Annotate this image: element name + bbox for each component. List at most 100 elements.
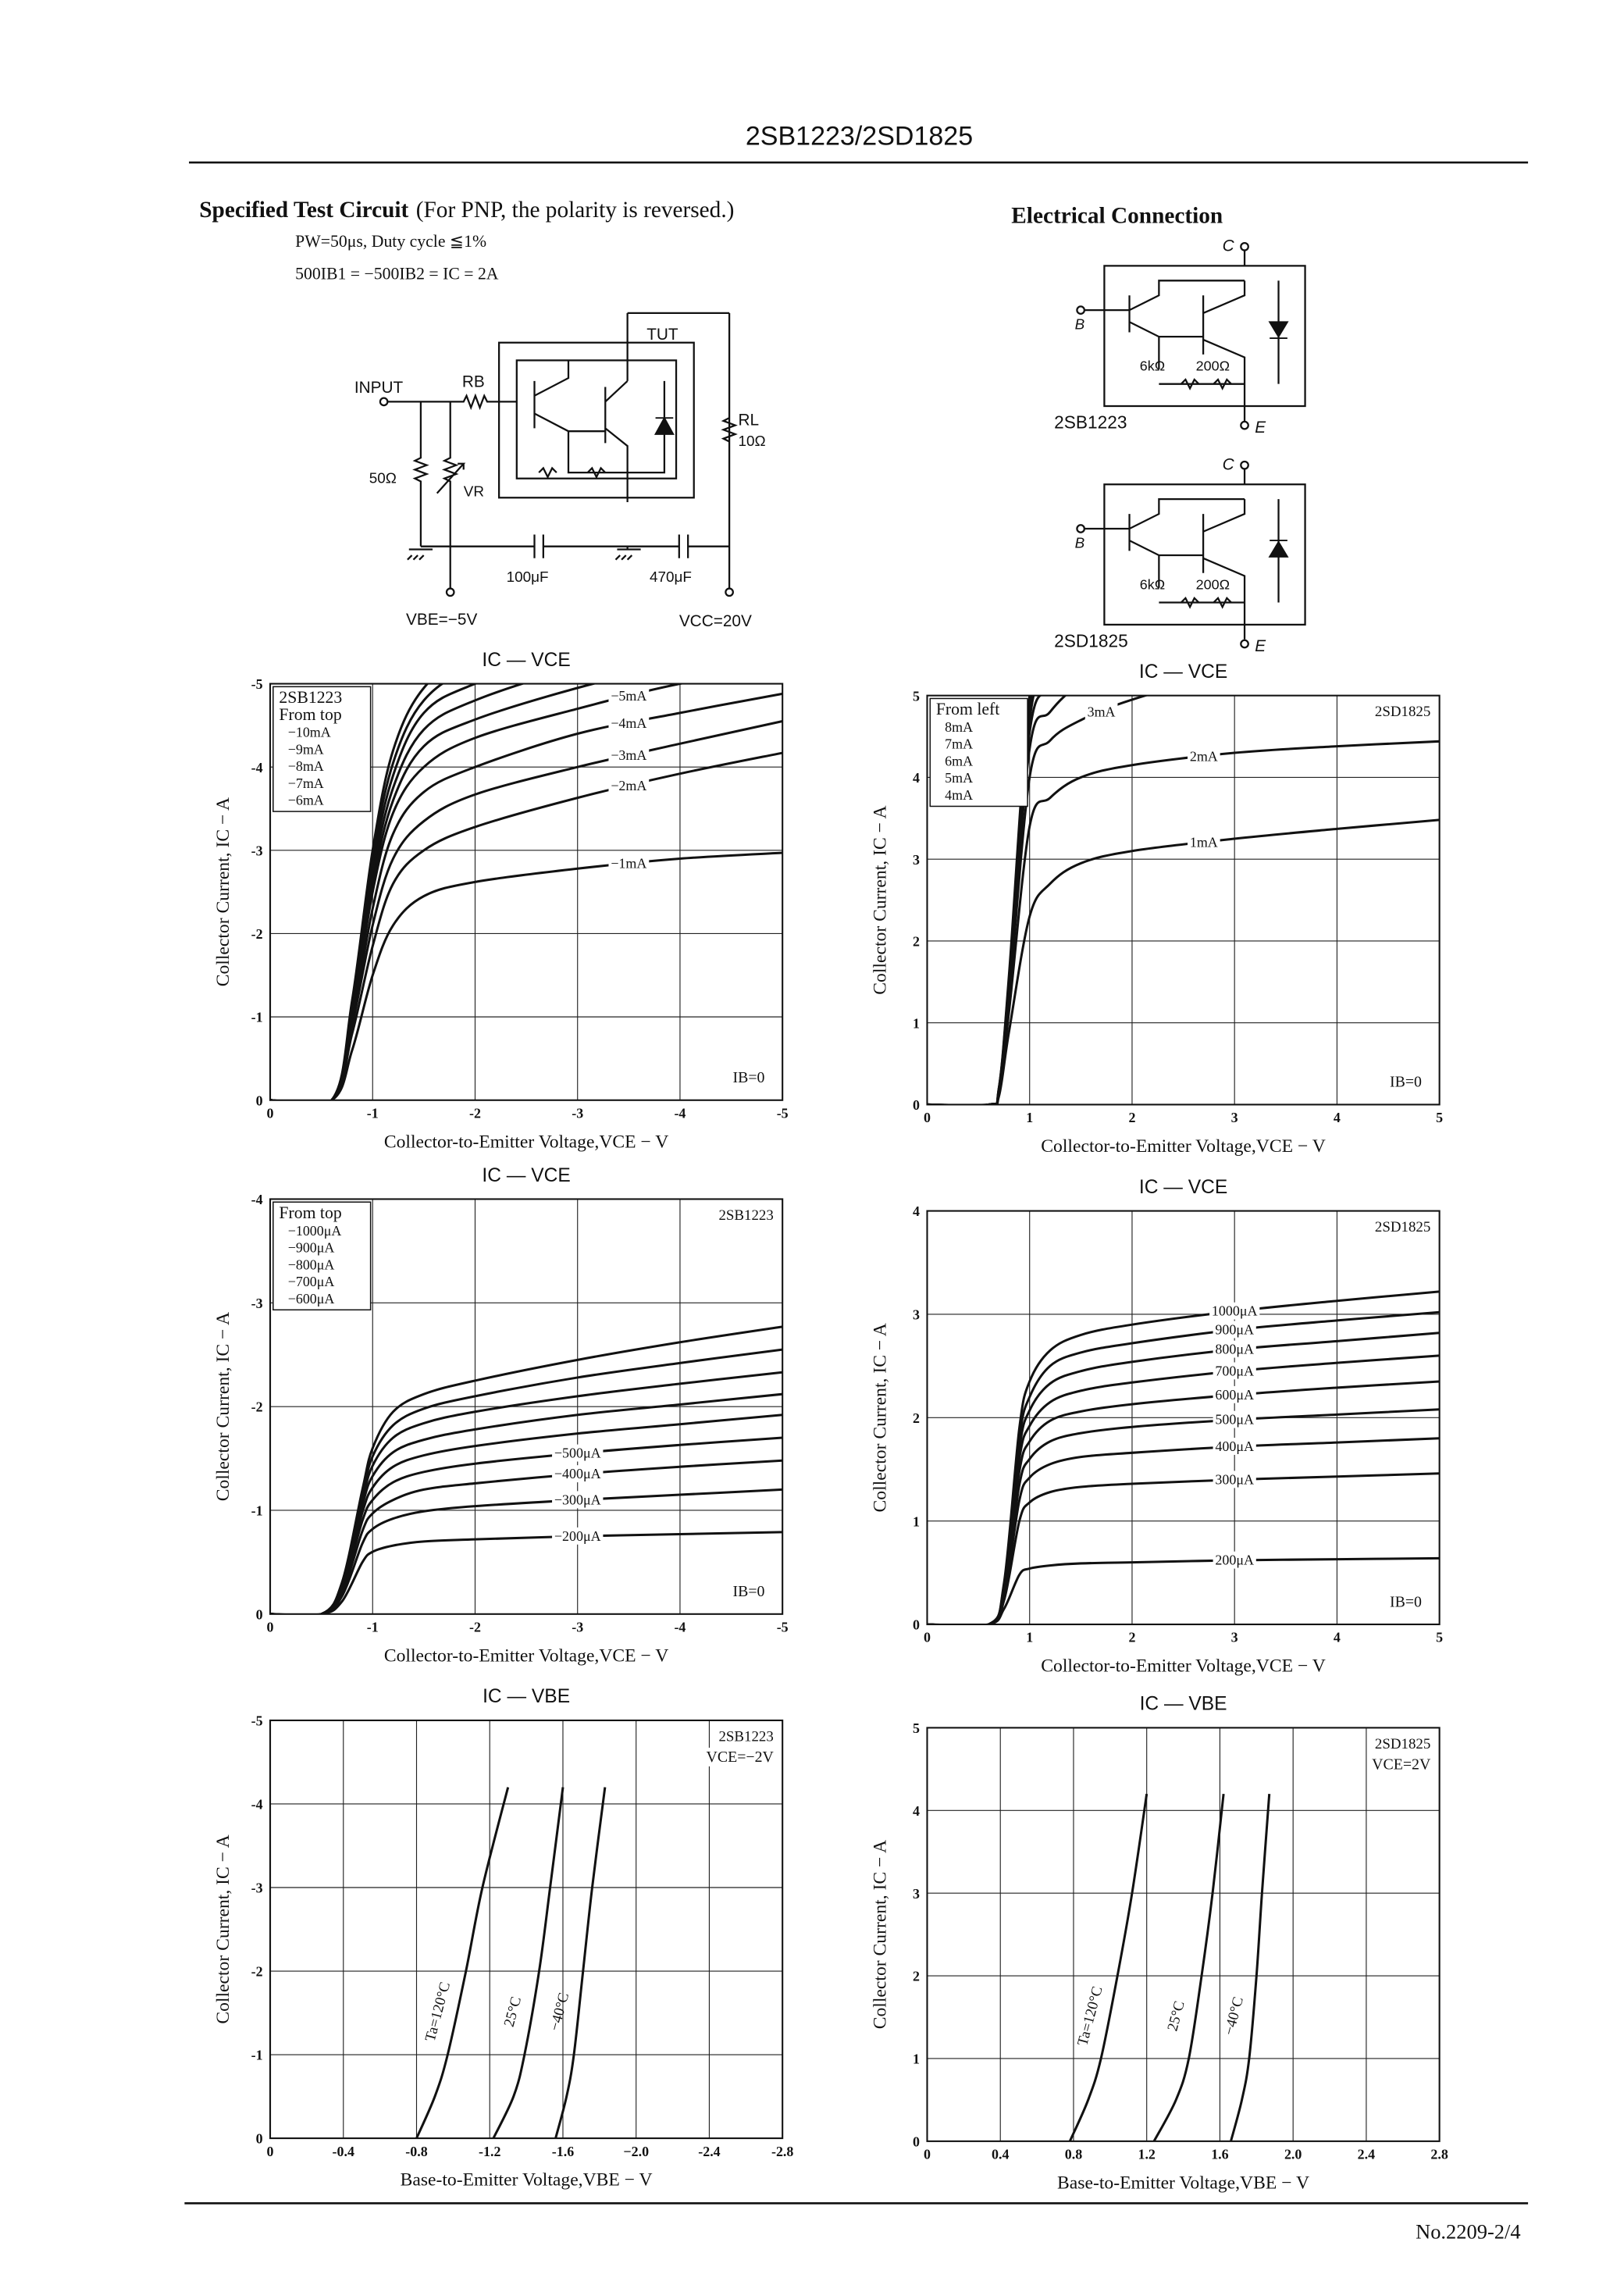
legend-box [272,686,372,812]
y-tick-label: 4 [913,770,920,786]
label-background [608,854,650,872]
curves [1068,1793,1271,2141]
label-background [1387,1072,1424,1092]
page-number: No.2209-2/4 [1416,2220,1521,2244]
part-label: 2SD1825 [1054,630,1128,651]
curve [1230,1794,1271,2141]
y-tick-label: -1 [251,1010,263,1025]
curve-label: −40°C [547,1991,572,2032]
curve [1068,1793,1149,2141]
y-tick-label: 1 [913,1513,920,1529]
plot-frame [926,694,1441,1106]
curve-label: 25°C [501,1995,525,2029]
circuit-label: 50Ω [369,470,397,487]
legend-entry: −9mA [288,741,324,757]
chart-title: IC — VCE [1139,1177,1227,1198]
circuit-label: VR [464,483,484,500]
terminal [1240,460,1249,470]
y-tick-label: 5 [913,688,920,704]
circuit-condition: 500IB1 = −500IB2 = IC = 2A [295,264,499,283]
plot-frame [926,1210,1441,1626]
label-background [1213,1362,1256,1380]
legend-title: From top [279,1203,341,1222]
y-tick-label: 5 [913,1720,920,1736]
circuit-condition: PW=50μs, Duty cycle ≦1% [295,232,486,251]
curve-label: 3mA [1088,704,1116,719]
legend-entry: 4mA [945,787,973,803]
x-tick-label: 2 [1128,1110,1135,1125]
y-tick-label: -4 [251,760,263,775]
legend-title: From top [279,705,341,724]
page-header: 2SB1223/2SD1825 [746,121,973,151]
x-tick-label: 2 [1128,1630,1135,1645]
transistor [533,360,666,502]
x-axis-label: Base-to-Emitter Voltage,VBE − V [401,2170,653,2191]
curve [927,818,1440,1105]
curve-label: −5mA [611,688,646,704]
curve [927,1472,1440,1625]
legend-entry: 7mA [945,736,973,752]
x-tick-label: 1 [1026,1630,1033,1645]
x-tick-label: 5 [1436,1110,1443,1125]
y-tick-label: 3 [913,1886,920,1902]
resistor-label: 6kΩ [1140,358,1165,374]
x-tick-label: 3 [1231,1110,1238,1125]
plot-frame [269,683,784,1101]
legend-title: From left [936,700,999,718]
x-tick-label: -4 [674,1105,686,1121]
x-tick-label: -0.4 [333,2144,354,2159]
legend-entry: 8mA [945,719,973,735]
label-background [1188,833,1220,851]
x-tick-label: 3 [1231,1630,1238,1645]
terminal [1076,524,1086,533]
y-tick-label: -2 [251,1399,263,1415]
x-tick-label: -3 [572,1619,583,1635]
y-tick-label: 0 [256,2131,263,2147]
curve-label: 600μA [1215,1387,1254,1403]
x-tick-label: 5 [1436,1630,1443,1645]
label-background [552,1444,604,1462]
x-tick-label: 0 [924,1630,931,1645]
x-tick-label: -1 [367,1619,379,1635]
y-tick-label: 0 [913,1097,920,1113]
y-tick-label: 0 [913,1617,920,1633]
curves [270,683,783,1100]
chart-title: IC — VBE [1140,1694,1227,1715]
y-tick-label: 3 [913,1307,920,1323]
circuit-label: 100μF [507,569,549,586]
curves [270,1325,783,1614]
transistor [1084,469,1306,640]
curve [554,1787,607,2139]
curve-label: 1000μA [1212,1303,1258,1319]
curve-label: 800μA [1215,1342,1254,1357]
curve-label: 500μA [1215,1412,1254,1428]
terminal [1076,305,1086,315]
label-background [1213,1438,1256,1455]
x-tick-label: -2 [469,1619,481,1635]
curve-label: −200μA [554,1528,601,1544]
pin-label: C [1223,237,1235,255]
x-tick-label: 4 [1334,1630,1341,1645]
y-tick-label: -5 [251,1713,263,1729]
label-background [552,1491,604,1509]
wire [386,393,517,411]
x-tick-label: 1.2 [1138,2147,1155,2162]
terminal [725,587,734,597]
y-tick-label: 1 [913,1015,920,1031]
part-label: 2SB1223 [279,688,342,707]
y-tick-label: 2 [913,1969,920,1984]
resistor-label: 6kΩ [1140,577,1165,593]
chart: IC — VBE Base-to-Emitter Voltage,VBE − V C… [213,1686,793,2190]
label-background [730,1068,767,1088]
y-tick-label: 0 [913,2134,920,2149]
curve-label: 900μA [1215,1321,1254,1337]
curve-label: 1mA [1190,834,1218,850]
curve-label: −4mA [611,715,646,731]
y-axis-label: Collector Current, IC − A [213,1312,233,1501]
circuit-label: RB [462,373,485,390]
curve-label: −400μA [554,1466,601,1481]
label-background [1213,1340,1256,1358]
y-tick-label: 1 [913,2052,920,2067]
terminal [1240,420,1249,430]
x-tick-label: 1 [1026,1110,1033,1125]
